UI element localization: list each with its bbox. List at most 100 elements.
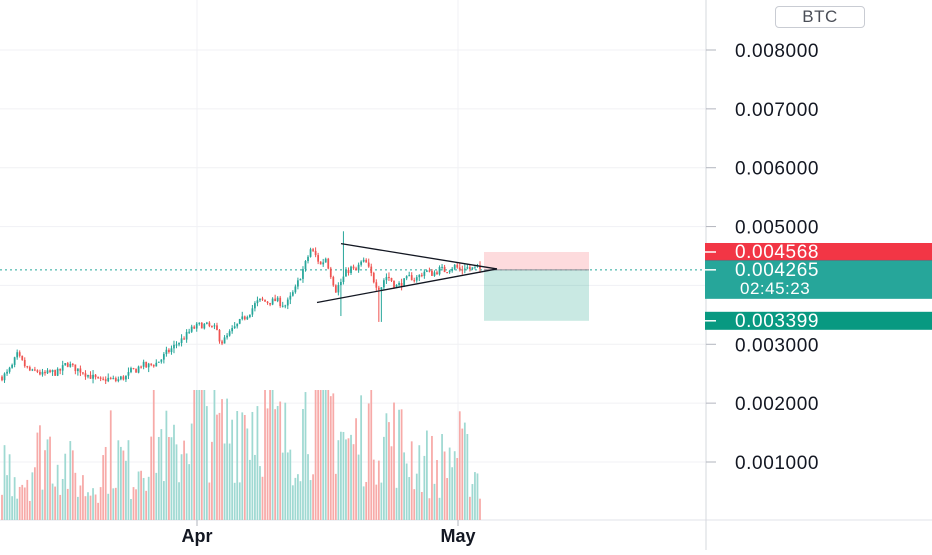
volume-bar (423, 455, 426, 520)
candle-body (297, 280, 299, 287)
volume-bar (170, 437, 173, 520)
volume-bar (441, 434, 443, 520)
price-label-text: 0.004568 (735, 242, 819, 263)
candle-body (377, 287, 380, 290)
candle-body (97, 377, 99, 379)
volume-bar (18, 486, 21, 520)
price-label-text: 0.003399 (735, 311, 819, 332)
volume-bar (135, 489, 137, 520)
candle-body (168, 349, 170, 353)
volume-bar (289, 449, 292, 520)
candle-body (314, 250, 317, 256)
candle-body (307, 256, 309, 262)
candle-body (243, 316, 246, 320)
volume-bar (261, 476, 264, 520)
volume-bar (357, 454, 360, 520)
volume-bar (74, 472, 77, 520)
volume-bar (71, 450, 74, 520)
volume-bar (76, 496, 79, 520)
volume-bar (13, 477, 16, 520)
candle-body (433, 272, 436, 276)
candle-body (319, 261, 322, 265)
candle-body (49, 370, 51, 372)
position-tool[interactable] (484, 251, 589, 321)
candle-body (21, 355, 24, 360)
volume-bar (150, 436, 153, 520)
candle-body (132, 368, 135, 370)
volume-bar (23, 487, 26, 520)
volume-bar (418, 445, 421, 520)
volume-bar (66, 488, 69, 520)
volume-bar (266, 408, 269, 520)
volume-bar (173, 424, 175, 520)
candle-body (281, 305, 284, 307)
candle-body (355, 268, 357, 271)
volume-bar (3, 445, 6, 520)
volume-bar (102, 455, 105, 520)
candle-body (23, 359, 26, 367)
candle-body (211, 326, 213, 328)
candle-body (340, 281, 342, 286)
volume-bar (6, 475, 8, 520)
volume-bar (21, 484, 24, 520)
candle-body (403, 278, 406, 287)
candle-body (334, 285, 337, 293)
candle-body (104, 379, 107, 382)
countdown-text: 02:45:23 (740, 279, 810, 298)
candle-body (59, 368, 62, 371)
candle-body (183, 338, 185, 340)
candle-body (175, 344, 178, 346)
volume-bar (443, 451, 446, 520)
volume-bar (479, 498, 481, 520)
triangle-pattern[interactable] (316, 242, 498, 304)
volume-bar (241, 412, 244, 520)
volume-bar (461, 428, 464, 520)
candle-body (51, 370, 54, 372)
candle-body (102, 378, 105, 380)
volume-bar (413, 489, 416, 520)
candle-body (415, 277, 418, 281)
candle-body (56, 368, 59, 376)
volume-bar (476, 473, 479, 520)
candle-body (1, 376, 3, 381)
candle-body (304, 261, 307, 270)
candle-body (463, 268, 466, 270)
candle-body (155, 362, 158, 367)
volume-bar (395, 487, 398, 520)
volume-bar (322, 390, 325, 520)
candle-body (420, 274, 423, 276)
candle-body (44, 371, 46, 374)
triangle-upper-line (340, 242, 498, 270)
candle-body (208, 322, 211, 327)
price-label-text: 0.004265 (735, 260, 819, 281)
volume-bar (471, 484, 474, 520)
volume-bar (117, 440, 120, 520)
volume-bar (281, 452, 284, 520)
volume-bar (420, 491, 423, 520)
candle-body (294, 286, 297, 293)
volume-bar (259, 466, 261, 520)
currency-badge[interactable]: BTC (775, 6, 865, 28)
volume-bar (147, 476, 150, 520)
candle-body (385, 276, 388, 281)
candle-body (383, 280, 385, 288)
volume-bar (393, 402, 395, 520)
volume-bar (334, 473, 337, 520)
candle-body (71, 363, 74, 365)
volume-bar (398, 409, 400, 520)
price-axis[interactable]: 0.008000 0.007000 0.006000 0.005000 0.003000… (182, 41, 820, 546)
volume-bar (157, 436, 160, 520)
candle-body (274, 298, 277, 302)
candle-body (395, 284, 398, 288)
candle-body (74, 364, 77, 372)
volume-bar (84, 496, 87, 520)
candle-body (322, 262, 325, 265)
volume-bar (431, 435, 433, 520)
volume-bar (264, 390, 266, 520)
candle-body (127, 372, 130, 376)
volume-bar (271, 390, 274, 520)
stop-zone (484, 251, 589, 270)
candle-body (327, 258, 330, 269)
